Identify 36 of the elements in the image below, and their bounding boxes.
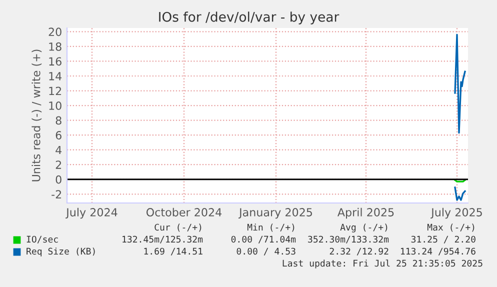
text: 0.00 / 4.53 xyxy=(236,248,296,256)
y-tick-label: 4 xyxy=(56,146,62,154)
line-series xyxy=(454,186,466,201)
y-tick-label: 18 xyxy=(49,42,62,51)
text: 352.30m/133.32m xyxy=(308,236,389,244)
text: 1.69 /14.51 xyxy=(144,248,202,256)
y-tick-label: -2 xyxy=(52,190,62,198)
text: 31.25 / 2.20 xyxy=(411,236,476,244)
legend-label: Req Size (KB) xyxy=(26,248,95,256)
x-tick-label: January 2025 xyxy=(238,208,312,219)
y-tick-label: 14 xyxy=(49,72,62,80)
y-tick-label: 20 xyxy=(48,28,62,36)
legend-label: IO/sec xyxy=(26,236,58,244)
chart-title: IOs for /dev/ol/var - by year xyxy=(159,12,340,24)
text: 0.00 /71.04m xyxy=(231,236,296,244)
text: 2.32 /12.92 xyxy=(330,248,388,256)
x-tick-label: July 2025 xyxy=(430,208,482,219)
line-series xyxy=(454,34,466,134)
text: Cur (-/+) xyxy=(154,224,202,232)
y-tick-label: 0 xyxy=(56,175,62,184)
y-tick-label: 16 xyxy=(49,57,62,66)
y-tick-label: 12 xyxy=(49,86,62,95)
text: Avg (-/+) xyxy=(340,224,388,232)
text: 132.45m/125.32m xyxy=(122,236,203,244)
text: Max (-/+) xyxy=(427,224,474,232)
y-tick-label: 6 xyxy=(56,131,62,140)
text: Min (-/+) xyxy=(247,224,294,232)
y-tick-label: 8 xyxy=(56,116,62,125)
text: Last update: Fri Jul 25 21:35:05 2025 xyxy=(282,260,482,268)
y-tick-label: 10 xyxy=(49,102,62,110)
text: 113.24 /954.76 xyxy=(400,248,476,256)
x-tick-label: October 2024 xyxy=(146,208,222,216)
x-tick-label: July 2024 xyxy=(66,208,118,219)
y-axis-title: Units read (-) / write (+) xyxy=(32,50,42,182)
x-tick-label: April 2025 xyxy=(337,208,394,219)
y-tick-label: 2 xyxy=(56,160,62,169)
